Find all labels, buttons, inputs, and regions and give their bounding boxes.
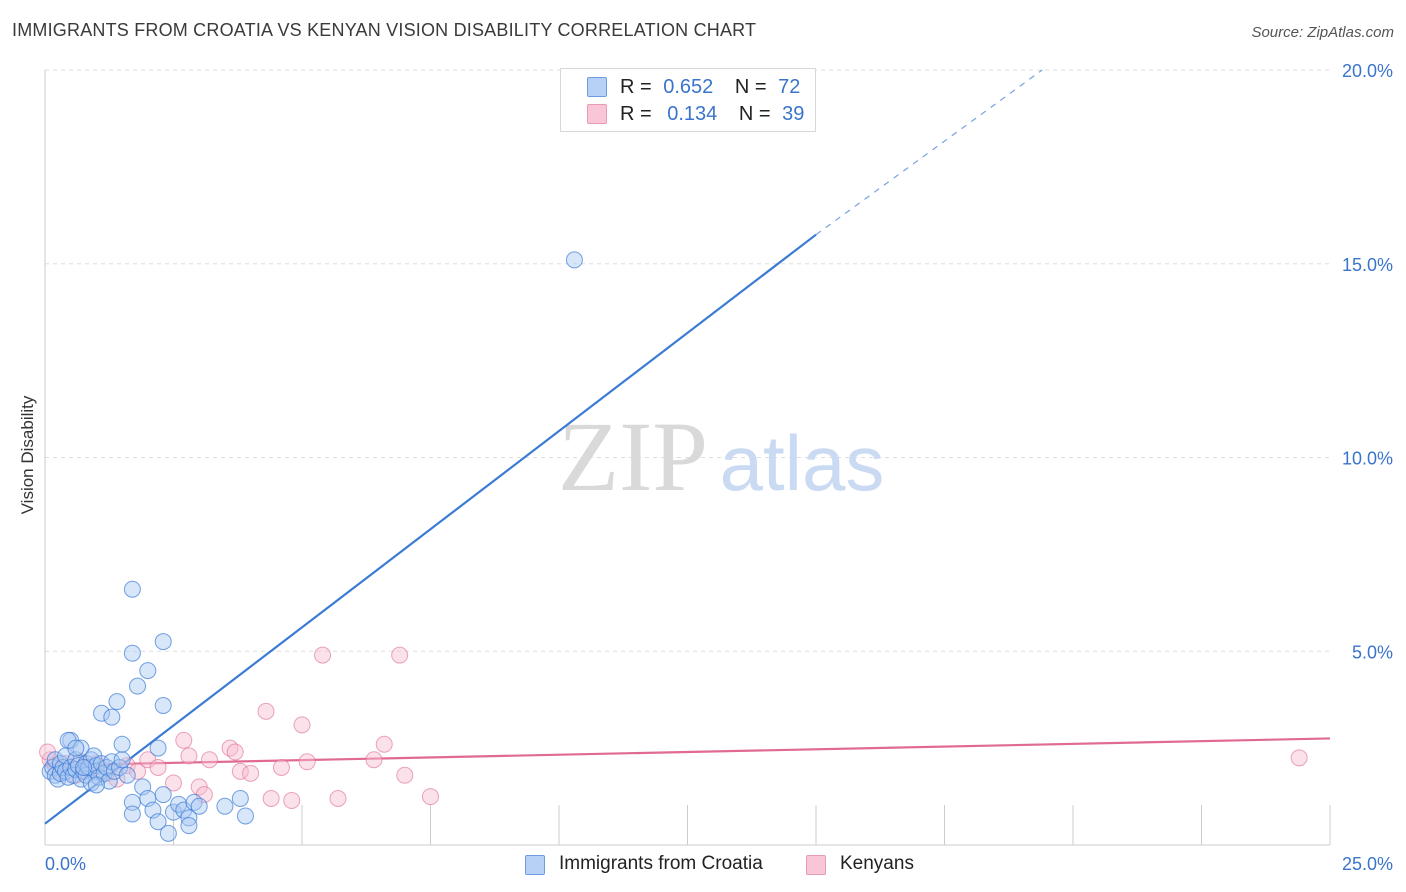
kenyans-point: [129, 762, 147, 780]
croatia-point: [72, 739, 90, 757]
croatia-point: [67, 739, 85, 757]
legend-swatch-pink: [587, 104, 607, 124]
kenyans-point: [391, 646, 409, 664]
watermark-zip: ZIP: [558, 401, 708, 512]
kenyans-point: [298, 753, 316, 771]
axes: [44, 70, 1331, 846]
kenyans-point: [283, 791, 301, 809]
croatia-trend-extension: [815, 69, 1043, 236]
gridlines: [45, 69, 1330, 652]
bottom-legend-swatch-blue: [525, 855, 545, 875]
data-points: [39, 251, 1308, 842]
croatia-point: [159, 824, 177, 842]
kenyans-point: [180, 747, 198, 765]
kenyans-point: [200, 751, 218, 769]
croatia-point: [231, 790, 249, 807]
croatia-point: [154, 786, 172, 804]
croatia-point: [154, 697, 172, 714]
kenyans-point: [365, 751, 383, 769]
kenyans-point: [262, 790, 280, 807]
croatia-point: [93, 704, 111, 722]
kenyans-point: [396, 766, 414, 784]
kenyans-point: [293, 716, 311, 734]
croatia-point: [75, 759, 93, 776]
croatia-point: [118, 766, 136, 784]
kenyans-point: [375, 735, 393, 753]
croatia-point: [216, 797, 234, 815]
kenyans-point: [231, 762, 249, 780]
y-tick-label: 20.0%: [1342, 61, 1393, 81]
x-tick-label: 25.0%: [1342, 854, 1393, 874]
kenyans-point: [1290, 749, 1308, 767]
watermark-atlas: atlas: [720, 419, 885, 507]
bottom-legend-label-croatia: Immigrants from Croatia: [559, 853, 763, 874]
kenyans-point: [272, 759, 290, 776]
legend-r-label: R =: [620, 76, 652, 98]
legend-r-label: R =: [620, 103, 652, 125]
tick-labels: 5.0% 10.0% 15.0% 20.0% 0.0% 25.0%: [45, 61, 1393, 874]
kenyans-point: [165, 774, 182, 792]
source-label: Source: ZipAtlas.com: [1251, 24, 1394, 41]
watermark: ZIP atlas: [558, 401, 884, 512]
stats-legend: R = 0.652 N = 72 R = 0.134 N = 39: [560, 68, 816, 132]
kenyans-point: [329, 790, 347, 807]
kenyans-point: [242, 764, 260, 782]
croatia-point: [180, 817, 198, 835]
croatia-point: [113, 735, 131, 753]
chart-title: IMMIGRANTS FROM CROATIA VS KENYAN VISION…: [12, 20, 757, 40]
y-tick-label: 15.0%: [1342, 255, 1393, 275]
croatia-point: [103, 708, 121, 726]
legend-swatch-blue: [587, 77, 607, 97]
legend-n-label: N =: [738, 103, 771, 125]
kenyans-point: [149, 759, 167, 776]
y-tick-label: 5.0%: [1352, 642, 1393, 662]
kenyans-point: [314, 646, 332, 664]
kenyans-trend-line: [44, 737, 1331, 767]
kenyans-point: [422, 788, 439, 806]
croatia-point: [149, 813, 167, 831]
croatia-point: [139, 662, 157, 680]
croatia-point: [123, 805, 141, 823]
croatia-trend-line: [44, 233, 817, 825]
croatia-point: [87, 776, 105, 794]
legend-n-value-pink: 39: [782, 103, 805, 125]
croatia-point: [129, 677, 147, 695]
kenyans-point: [257, 702, 275, 720]
croatia-point: [149, 739, 167, 757]
croatia-point: [190, 797, 208, 815]
legend-r-value-pink: 0.134: [667, 103, 718, 125]
legend-n-label: N =: [734, 76, 767, 98]
croatia-point: [154, 633, 172, 651]
legend-r-value-blue: 0.652: [663, 76, 714, 98]
croatia-point: [113, 751, 131, 769]
croatia-point: [100, 772, 118, 790]
croatia-point: [565, 251, 583, 269]
bottom-legend-swatch-pink: [806, 855, 826, 875]
x-tick-label: 0.0%: [45, 854, 86, 874]
croatia-point: [123, 580, 141, 598]
kenyans-point: [226, 743, 244, 761]
bottom-legend-label-kenyans: Kenyans: [840, 853, 914, 874]
croatia-point: [236, 807, 254, 825]
y-tick-label: 10.0%: [1342, 449, 1393, 469]
kenyans-point: [175, 731, 193, 749]
legend-n-value-blue: 72: [778, 76, 801, 98]
trend-lines: [44, 69, 1331, 825]
croatia-point: [108, 693, 126, 711]
y-axis-label: Vision Disability: [18, 395, 37, 515]
croatia-point: [123, 644, 141, 662]
